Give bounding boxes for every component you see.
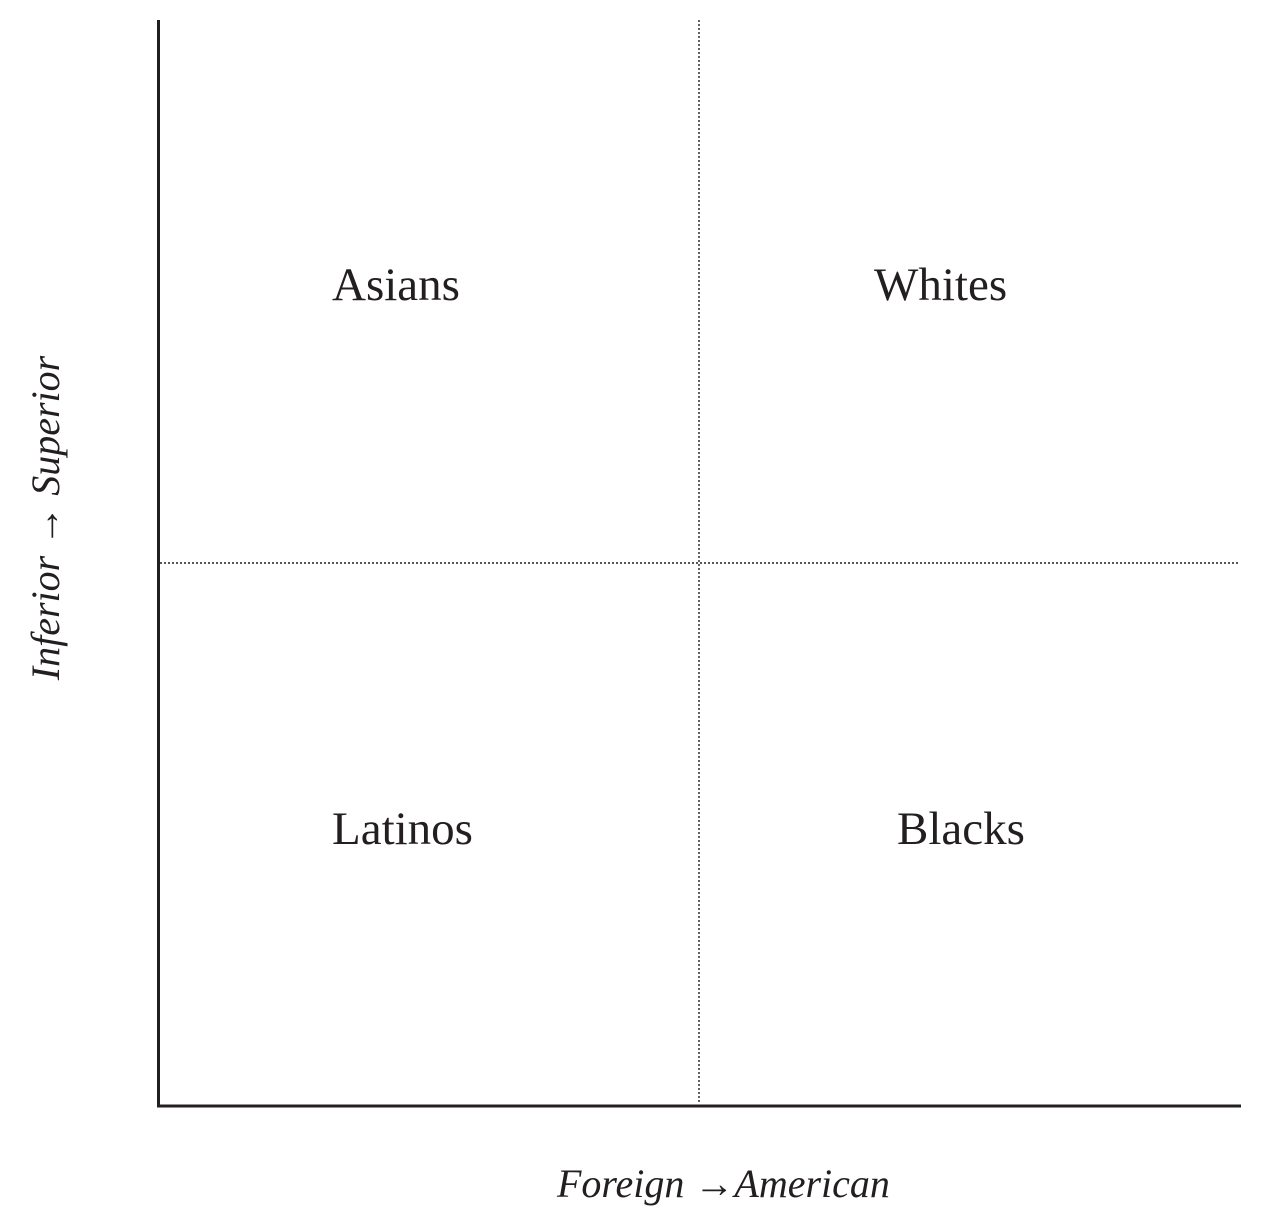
- y-axis-to: Superior: [23, 355, 68, 496]
- y-axis-arrow-icon: →: [23, 505, 68, 546]
- x-axis-arrow-icon: →: [694, 1161, 735, 1206]
- quadrant-label-bottom-left: Latinos: [332, 803, 473, 855]
- y-axis-label: Inferior → Superior: [23, 355, 68, 681]
- y-axis-from: Inferior: [23, 555, 68, 681]
- x-axis-from: Foreign: [557, 1161, 685, 1206]
- x-axis-to: American: [734, 1161, 890, 1206]
- quadrant-label-bottom-right: Blacks: [897, 803, 1025, 855]
- quadrant-label-top-right: Whites: [874, 259, 1008, 311]
- quadrant-label-top-left: Asians: [332, 259, 460, 311]
- x-axis-label: Foreign →American: [557, 1164, 890, 1204]
